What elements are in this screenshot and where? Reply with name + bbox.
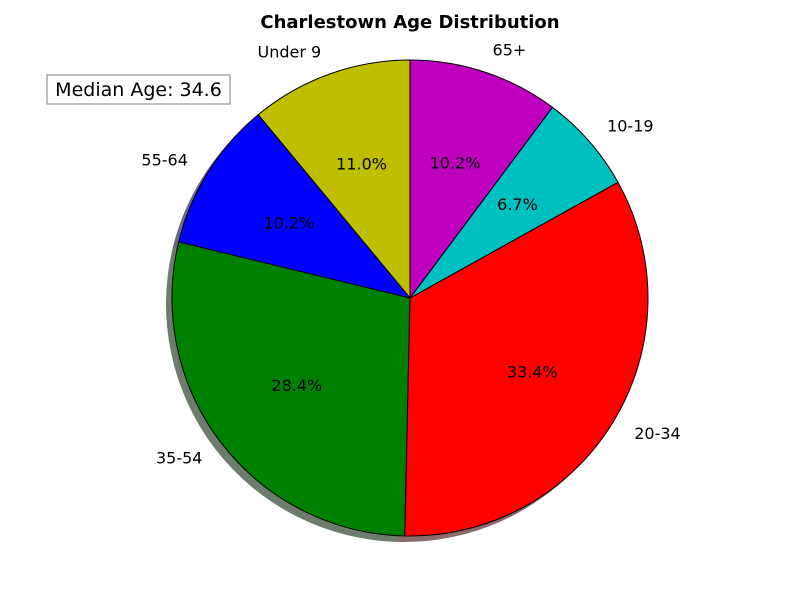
category-label-55-64: 55-64 <box>141 150 188 169</box>
chart-title: Charlestown Age Distribution <box>260 12 559 33</box>
category-label-20-34: 20-34 <box>634 424 681 443</box>
slice-35-54 <box>171 241 411 537</box>
pie-percent-labels: 11.0% 10.2% 28.4% 33.4% 6.7% 10.2% <box>263 153 557 395</box>
category-label-10-19: 10-19 <box>607 117 654 136</box>
category-label-65: 65+ <box>493 41 527 60</box>
pct-label-20-34: 33.4% <box>507 363 558 382</box>
annotation-box <box>46 74 231 105</box>
pct-label-65: 10.2% <box>430 153 481 172</box>
annotation-text: Median Age: 34.6 <box>55 79 222 101</box>
category-label-under-9: Under 9 <box>258 43 322 62</box>
pie-category-labels: Under 9 55-64 35-54 20-34 10-19 65+ <box>141 41 680 468</box>
pie-slices <box>171 59 649 537</box>
pct-label-35-54: 28.4% <box>271 376 322 395</box>
category-label-35-54: 35-54 <box>156 449 203 468</box>
pct-label-under-9: 11.0% <box>336 155 387 174</box>
median-age-annotation: Median Age: 34.6 <box>46 74 231 105</box>
pct-label-55-64: 10.2% <box>263 213 314 232</box>
slice-55-64 <box>178 114 411 299</box>
slice-20-34 <box>404 181 649 537</box>
pct-label-10-19: 6.7% <box>497 195 538 214</box>
slice-under-9 <box>257 59 411 299</box>
slice-65 <box>409 59 553 299</box>
